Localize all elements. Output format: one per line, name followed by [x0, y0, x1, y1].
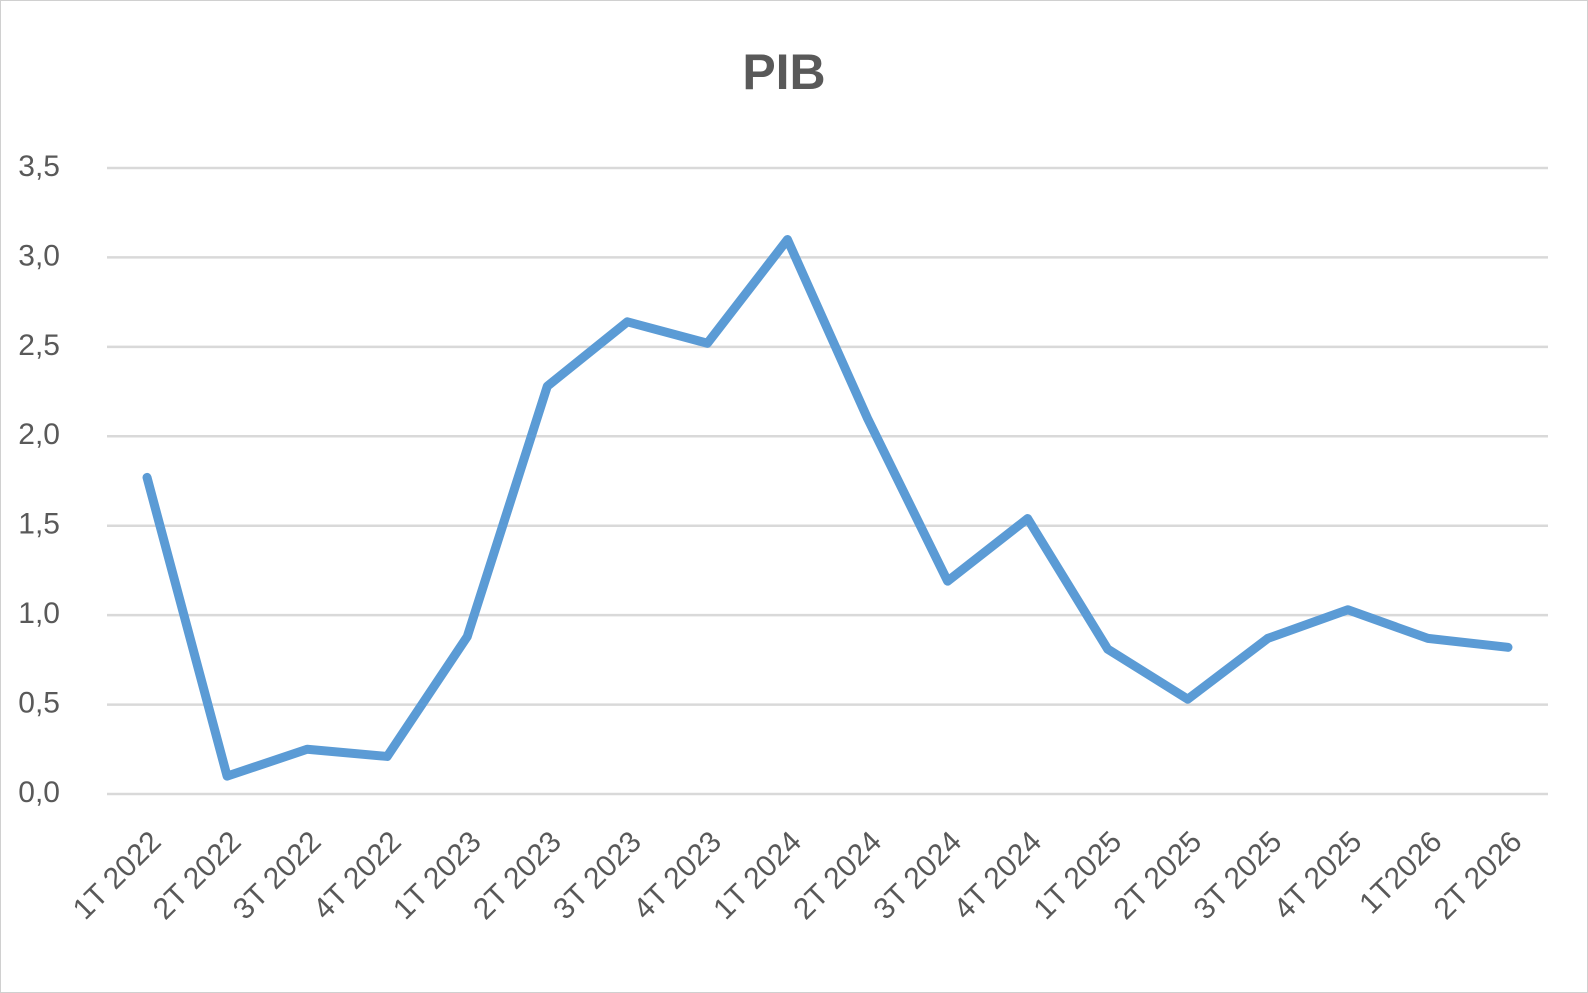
data-line — [142, 235, 1513, 781]
y-tick-label: 2,5 — [18, 329, 60, 362]
y-tick-label: 2,0 — [18, 418, 60, 451]
y-tick-label: 3,0 — [18, 239, 60, 272]
y-tick-label: 0,5 — [18, 686, 60, 719]
y-tick-label: 1,5 — [18, 508, 60, 541]
chart-title: PIB — [742, 44, 825, 100]
y-tick-label: 1,0 — [18, 597, 60, 630]
y-tick-label: 0,0 — [18, 776, 60, 809]
y-tick-label: 3,5 — [18, 150, 60, 183]
